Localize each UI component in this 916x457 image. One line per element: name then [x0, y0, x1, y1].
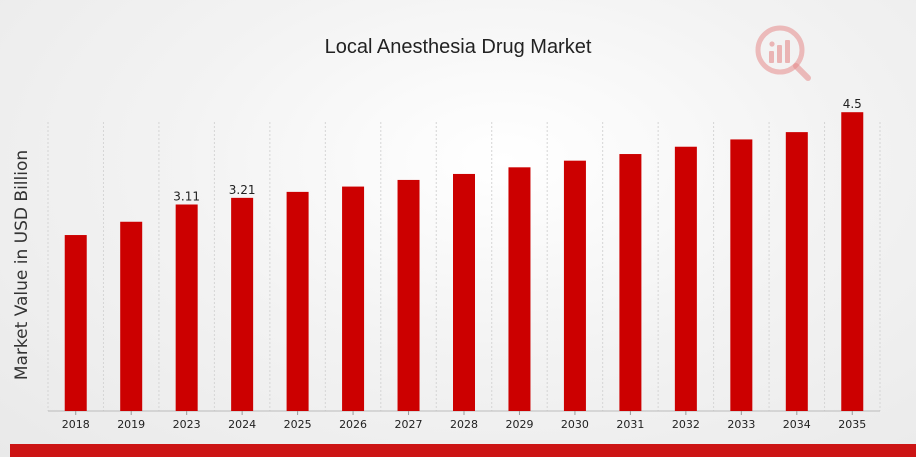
chart-title: Local Anesthesia Drug Market	[324, 36, 592, 58]
bar-2031	[619, 154, 642, 412]
bar-2035	[841, 112, 864, 411]
bar-2033	[730, 139, 753, 411]
x-tick-label: 2019	[117, 418, 145, 431]
bar-2018	[64, 235, 87, 411]
x-tick-label: 2031	[616, 418, 644, 431]
bar-2025	[286, 191, 309, 411]
x-tick-label: 2035	[838, 418, 866, 431]
bar-2032	[674, 146, 697, 411]
data-label-2035: 4.5	[843, 97, 862, 111]
bar-2023	[175, 204, 198, 411]
bar-2024	[231, 197, 254, 411]
x-tick-label: 2027	[395, 418, 423, 431]
bar-2029	[508, 167, 531, 411]
x-tick-label: 2018	[62, 418, 90, 431]
data-label-2023: 3.11	[173, 189, 200, 203]
x-tick-label: 2025	[284, 418, 312, 431]
bar-2030	[563, 160, 586, 411]
x-tick-label: 2032	[672, 418, 700, 431]
x-tick-label: 2024	[228, 418, 256, 431]
x-tick-label: 2034	[783, 418, 811, 431]
bottom-accent-band	[10, 444, 916, 457]
x-tick-label: 2033	[727, 418, 755, 431]
market-research-logo-icon	[755, 25, 811, 81]
x-tick-label: 2030	[561, 418, 589, 431]
bar-2026	[342, 186, 365, 411]
bar-2034	[785, 132, 808, 411]
bar-2028	[453, 173, 475, 411]
x-tick-label: 2028	[450, 418, 478, 431]
x-tick-label: 2029	[505, 418, 533, 431]
x-tick-label: 2023	[173, 418, 201, 431]
bar-2019	[120, 221, 143, 411]
data-label-2024: 3.21	[229, 183, 256, 197]
bar-2027	[397, 179, 420, 411]
x-tick-label: 2026	[339, 418, 367, 431]
